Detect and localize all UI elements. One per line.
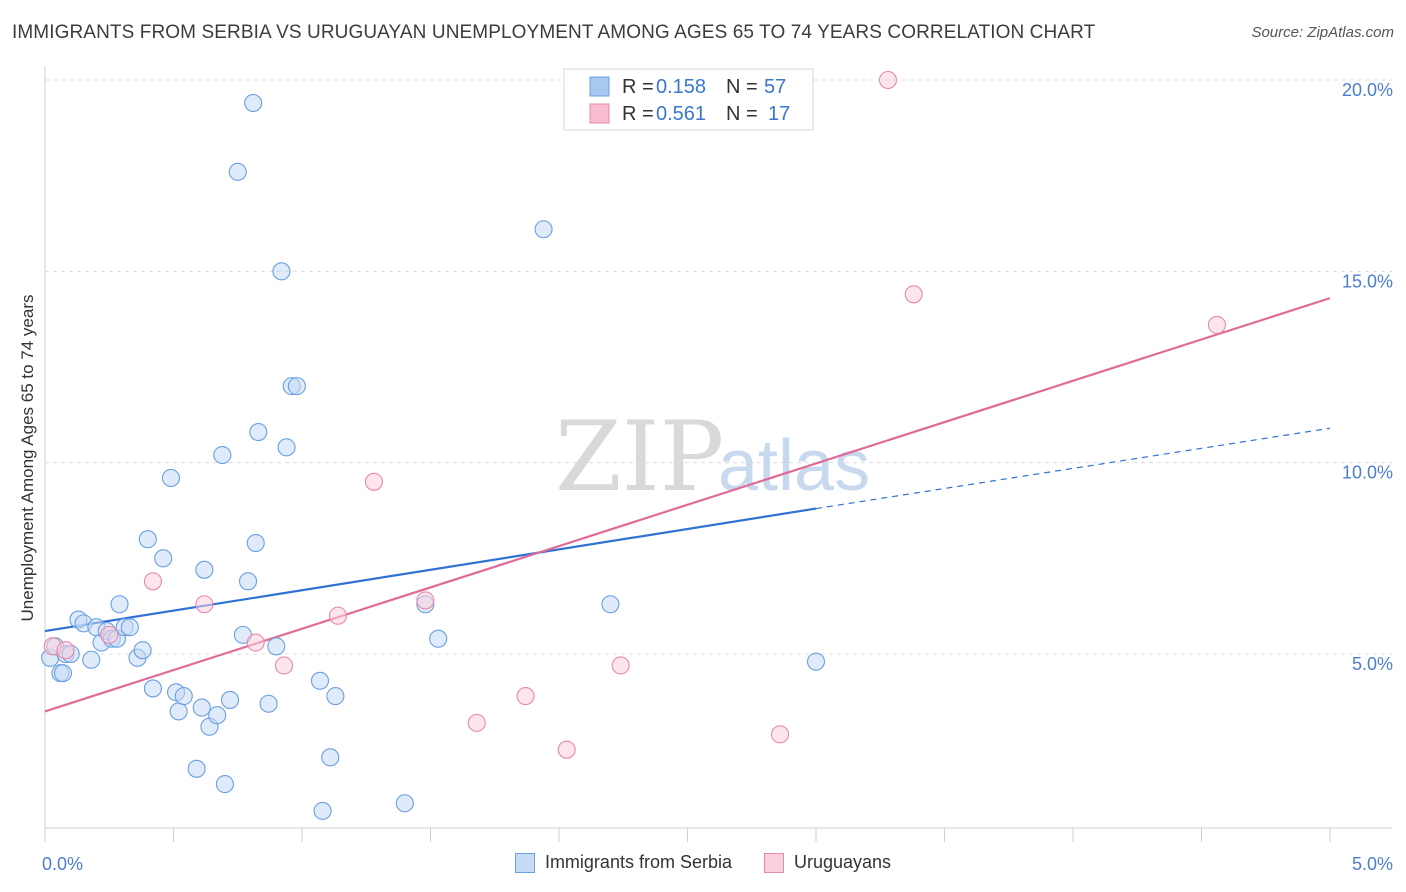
y-tick-label: 5.0% <box>1352 654 1393 674</box>
uruguayans-point <box>557 740 576 759</box>
uruguayans-point <box>467 713 486 732</box>
serbia-point <box>321 748 340 767</box>
bottom-legend-swatch-serbia <box>514 852 535 873</box>
legend-n-label-serbia: N = <box>726 76 758 98</box>
uruguayans-point <box>611 656 630 675</box>
bottom-legend-swatch-uruguayans <box>764 852 784 873</box>
watermark: ZIP atlas <box>555 401 870 513</box>
serbia-point <box>267 637 286 656</box>
legend-n-value-uruguayans: 17 <box>768 103 790 125</box>
serbia-point <box>220 690 240 709</box>
uruguayans-point <box>878 70 898 90</box>
uruguayans-point <box>328 606 348 625</box>
serbia-point <box>246 533 265 553</box>
serbia-point <box>228 162 247 181</box>
serbia-point <box>120 618 139 637</box>
legend-r-value-serbia: 0.158 <box>656 76 706 98</box>
legend-n-value-serbia: 57 <box>764 76 786 98</box>
serbia-point <box>154 549 173 568</box>
y-tick-label: 20.0% <box>1342 80 1393 100</box>
x-tick-label: 5.0% <box>1352 854 1393 874</box>
uruguayans-point <box>770 725 790 744</box>
uruguayans-point <box>516 687 535 706</box>
uruguayans-point <box>274 656 294 675</box>
watermark-zip: ZIP <box>555 401 724 513</box>
uruguayans-point <box>904 285 923 304</box>
serbia-point <box>53 664 73 683</box>
bottom-legend-label-serbia: Immigrants from Serbia <box>544 852 732 872</box>
trend-line-1 <box>44 297 1331 713</box>
uruguayans-point <box>246 633 265 652</box>
serbia-point <box>534 220 553 239</box>
serbia-point <box>277 438 296 457</box>
legend-r-label-uruguayans: R = <box>622 103 654 125</box>
legend-box: R = 0.158 N = 57 R = 0.561 N = 17 <box>563 68 814 131</box>
serbia-point <box>395 794 414 813</box>
serbia-point <box>326 687 345 706</box>
serbia-point <box>192 698 211 717</box>
trend-line-0 <box>44 507 817 633</box>
axes-layer <box>44 66 1392 842</box>
y-tick-label: 10.0% <box>1342 463 1393 483</box>
serbia-point <box>187 759 206 778</box>
legend-swatch-serbia <box>589 76 610 97</box>
serbia-point <box>244 93 263 113</box>
serbia-point <box>138 530 157 549</box>
tick-labels-layer: 5.0% 10.0% 15.0% 20.0% 0.0% 5.0% <box>42 80 1393 874</box>
serbia-point <box>161 468 180 488</box>
y-tick-label: 15.0% <box>1342 271 1393 291</box>
serbia-point <box>208 706 227 725</box>
serbia-point <box>169 702 188 721</box>
serbia-point <box>249 423 268 442</box>
grid-layer <box>45 79 1392 655</box>
serbia-point <box>195 560 214 579</box>
uruguayans-point <box>195 595 214 614</box>
serbia-point <box>82 650 101 669</box>
chart-title: IMMIGRANTS FROM SERBIA VS URUGUAYAN UNEM… <box>12 22 1096 43</box>
serbia-point <box>287 377 306 396</box>
serbia-point <box>110 595 129 614</box>
serbia-point <box>133 641 152 660</box>
legend-r-value-uruguayans: 0.561 <box>656 103 706 125</box>
legend-swatch-uruguayans <box>589 103 610 124</box>
uruguayans-point <box>1207 315 1226 334</box>
uruguayans-point <box>100 625 119 644</box>
bottom-legend: Immigrants from Serbia Uruguayans <box>0 852 1406 873</box>
serbia-point <box>213 445 232 465</box>
serbia-point <box>215 775 234 794</box>
watermark-atlas: atlas <box>718 426 870 506</box>
serbia-point <box>143 679 162 698</box>
legend-n-label-uruguayans: N = <box>726 103 758 125</box>
serbia-point <box>601 595 620 614</box>
bottom-legend-label-uruguayans: Uruguayans <box>794 852 892 872</box>
serbia-point <box>310 671 330 690</box>
uruguayans-point <box>364 472 384 491</box>
uruguayans-point <box>416 591 435 610</box>
trend-lines-layer <box>44 297 1331 713</box>
serbia-point <box>313 801 332 820</box>
uruguayans-point <box>56 641 75 660</box>
serbia-point <box>806 652 826 671</box>
legend-r-label-serbia: R = <box>622 76 654 98</box>
serbia-point <box>259 694 278 713</box>
bottom-legend-item-uruguayans: Uruguayans <box>764 852 891 873</box>
points-layer <box>41 70 1226 820</box>
x-tick-label: 0.0% <box>42 854 83 874</box>
uruguayans-point <box>143 572 162 591</box>
serbia-point <box>429 629 448 648</box>
serbia-point <box>174 687 193 706</box>
source-label: Source: ZipAtlas.com <box>1251 24 1394 41</box>
serbia-point <box>238 572 258 591</box>
serbia-point <box>272 262 291 281</box>
trend-line-extension-0 <box>815 427 1331 510</box>
bottom-legend-item-serbia: Immigrants from Serbia <box>514 852 732 873</box>
